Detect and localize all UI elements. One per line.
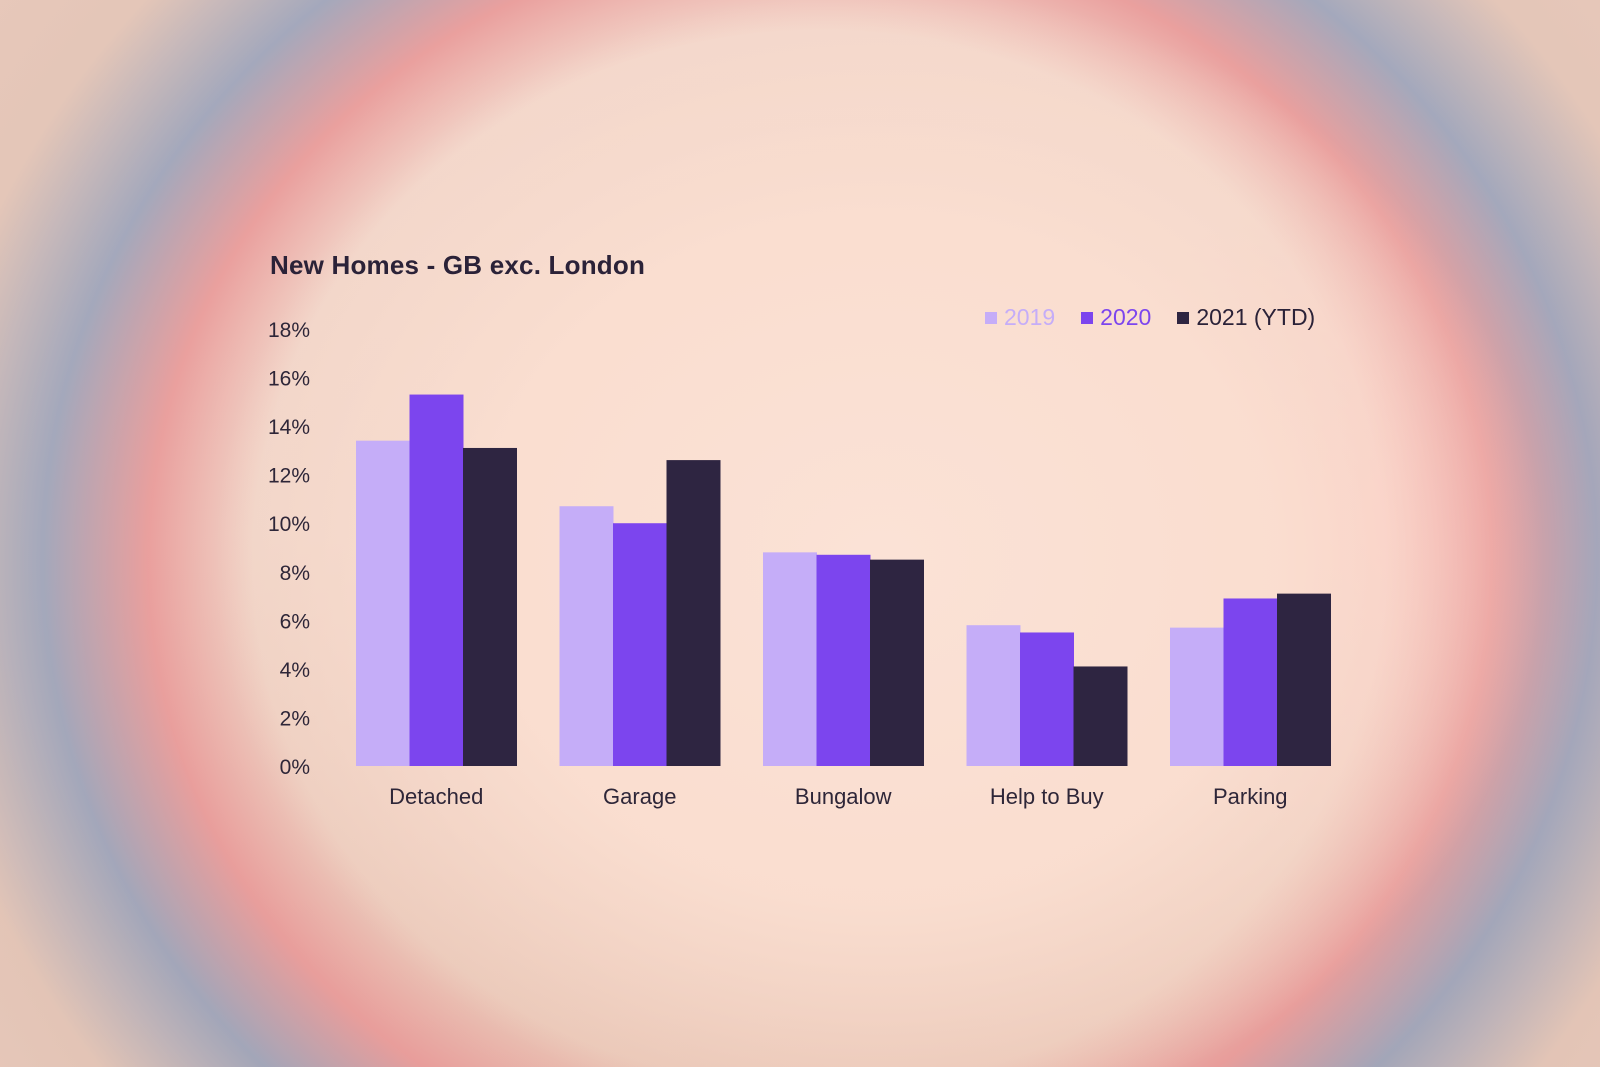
legend-swatch-2021-ytd bbox=[1177, 311, 1190, 324]
legend-label-2021-ytd: 2021 (YTD) bbox=[1196, 304, 1316, 330]
bar-parking-2021-ytd bbox=[1277, 593, 1331, 766]
y-tick-label: 18% bbox=[268, 319, 310, 342]
bar-help-to-buy-2021-ytd bbox=[1073, 666, 1128, 766]
y-tick-label: 14% bbox=[268, 416, 310, 439]
x-tick-label: Detached bbox=[389, 784, 483, 809]
legend-swatch-2019 bbox=[985, 311, 997, 324]
bar-parking-2019 bbox=[1170, 627, 1224, 766]
x-tick-label: Help to Buy bbox=[990, 784, 1104, 809]
chart-title: New Homes - GB exc. London bbox=[270, 250, 646, 280]
bar-help-to-buy-2020 bbox=[1020, 632, 1074, 766]
x-tick-label: Bungalow bbox=[795, 784, 892, 809]
y-tick-label: 6% bbox=[280, 610, 310, 633]
legend-item-2020: 2020 bbox=[1081, 304, 1151, 331]
y-axis: 0% 2% 4% 6% 8% 10% 12% 14% 16% 18% bbox=[268, 319, 310, 779]
bar-detached-2019 bbox=[356, 440, 410, 766]
x-tick-label: Garage bbox=[603, 784, 676, 809]
y-tick-label: 4% bbox=[280, 659, 310, 682]
bars-group bbox=[356, 394, 1331, 766]
bar-garage-2019 bbox=[559, 506, 614, 766]
x-axis: Detached Garage Bungalow Help to Buy Parking bbox=[389, 784, 1287, 809]
bar-garage-2020 bbox=[613, 523, 667, 766]
legend-item-2019: 2019 bbox=[985, 304, 1055, 331]
bar-bungalow-2019 bbox=[763, 552, 817, 766]
bar-detached-2021-ytd bbox=[463, 447, 517, 766]
legend-label-2020: 2020 bbox=[1100, 304, 1152, 330]
chart-legend: 2019 2020 2021 (YTD) bbox=[985, 304, 1315, 331]
y-tick-label: 10% bbox=[268, 513, 310, 536]
legend-item-2021-ytd: 2021 (YTD) bbox=[1177, 304, 1315, 331]
legend-swatch-2020 bbox=[1081, 311, 1094, 324]
y-tick-label: 16% bbox=[268, 368, 310, 391]
bar-bungalow-2020 bbox=[816, 554, 871, 766]
y-tick-label: 8% bbox=[280, 562, 310, 585]
y-tick-label: 2% bbox=[280, 707, 310, 730]
bar-parking-2020 bbox=[1223, 598, 1278, 766]
y-tick-label: 12% bbox=[268, 465, 310, 488]
x-tick-label: Parking bbox=[1213, 784, 1288, 809]
bar-detached-2020 bbox=[409, 394, 464, 766]
legend-label-2019: 2019 bbox=[1004, 304, 1056, 330]
y-tick-label: 0% bbox=[280, 756, 310, 779]
bar-bungalow-2021-ytd bbox=[870, 559, 924, 766]
bar-help-to-buy-2019 bbox=[966, 625, 1021, 766]
bar-garage-2021-ytd bbox=[666, 460, 721, 766]
